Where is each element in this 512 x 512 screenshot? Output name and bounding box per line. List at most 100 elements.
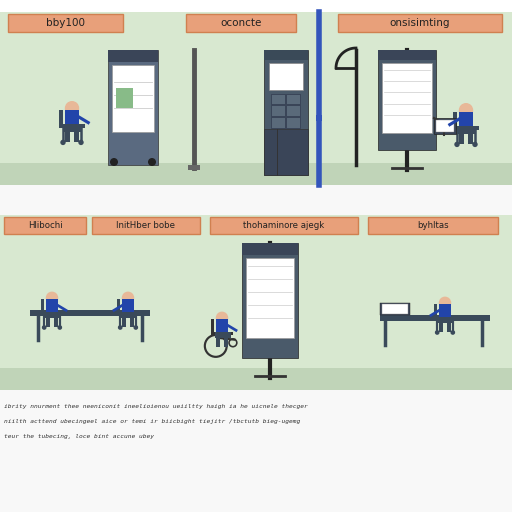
Circle shape	[110, 158, 118, 166]
Circle shape	[454, 142, 460, 147]
Bar	[287, 95, 301, 104]
Bar	[4, 217, 86, 234]
Bar	[459, 112, 473, 126]
Bar	[316, 115, 322, 121]
Bar	[112, 65, 154, 132]
Bar	[242, 243, 298, 254]
Bar	[117, 312, 139, 315]
Circle shape	[216, 312, 228, 324]
Bar	[246, 258, 294, 338]
Bar	[458, 126, 476, 134]
Bar	[264, 129, 308, 175]
Text: onsisimting: onsisimting	[390, 18, 450, 28]
Bar	[92, 217, 200, 234]
Bar	[0, 215, 512, 390]
Bar	[65, 110, 79, 124]
Bar	[436, 120, 454, 132]
Bar	[224, 338, 228, 348]
Bar	[0, 390, 512, 512]
Text: byhltas: byhltas	[417, 221, 449, 230]
Bar	[271, 106, 285, 116]
Bar	[382, 304, 408, 314]
Circle shape	[118, 325, 122, 330]
Circle shape	[134, 325, 138, 330]
Circle shape	[60, 140, 66, 145]
Bar	[186, 14, 296, 32]
Bar	[439, 305, 451, 317]
Bar	[130, 318, 134, 328]
Bar	[41, 300, 44, 315]
Bar	[41, 312, 63, 315]
Bar	[459, 134, 464, 144]
Bar	[108, 50, 158, 165]
Bar	[438, 317, 454, 323]
Bar	[121, 312, 137, 318]
Bar	[211, 319, 214, 335]
Bar	[30, 310, 150, 316]
Bar	[269, 62, 303, 90]
Circle shape	[472, 142, 478, 147]
Bar	[211, 332, 233, 335]
Bar	[287, 118, 301, 128]
Bar	[368, 217, 498, 234]
Bar	[46, 318, 51, 328]
Text: teur the tubecing, loce bint accune ubey: teur the tubecing, loce bint accune ubey	[4, 434, 154, 439]
Bar	[45, 312, 60, 318]
Text: Hlibochi: Hlibochi	[28, 221, 62, 230]
Text: niilth acttend ubecingeel aice or temi ir biicbight tiejitr /tbctutb bieg-ugemg: niilth acttend ubecingeel aice or temi i…	[4, 419, 300, 424]
Bar	[65, 132, 70, 142]
Bar	[468, 134, 473, 144]
Bar	[215, 332, 230, 338]
Bar	[242, 243, 298, 358]
Circle shape	[42, 325, 47, 330]
Bar	[0, 368, 512, 390]
Bar	[338, 14, 502, 32]
Circle shape	[439, 296, 451, 309]
Bar	[0, 185, 512, 215]
Bar	[0, 163, 512, 185]
Text: bby100: bby100	[46, 18, 85, 28]
Bar	[54, 318, 58, 328]
Text: oconcte: oconcte	[220, 18, 262, 28]
Bar	[74, 132, 79, 142]
Text: ibrity nnurment thee neeniconit ineelioienou ueiiltty haigh ia he uicnele thecge: ibrity nnurment thee neeniconit ineelioi…	[4, 404, 308, 409]
Bar	[216, 319, 228, 332]
Bar	[188, 165, 200, 170]
Circle shape	[46, 292, 58, 304]
Bar	[454, 112, 457, 130]
Bar	[122, 318, 126, 328]
Circle shape	[65, 101, 79, 115]
Bar	[264, 50, 308, 175]
Circle shape	[57, 325, 62, 330]
Bar	[434, 118, 456, 134]
Bar	[439, 323, 443, 332]
Bar	[271, 95, 285, 104]
Bar	[378, 50, 436, 60]
Bar	[210, 217, 358, 234]
Bar	[8, 14, 123, 32]
Bar	[264, 50, 308, 60]
Bar	[116, 88, 133, 109]
Circle shape	[122, 292, 134, 304]
Bar	[46, 300, 58, 312]
Bar	[271, 94, 302, 129]
Text: thohaminore ajegk: thohaminore ajegk	[243, 221, 325, 230]
Circle shape	[451, 330, 455, 335]
Circle shape	[459, 103, 473, 117]
Circle shape	[78, 140, 83, 145]
Bar	[59, 110, 63, 128]
Bar	[122, 300, 134, 312]
Bar	[108, 50, 158, 61]
Bar	[454, 126, 479, 130]
Text: InitHber bobe: InitHber bobe	[117, 221, 176, 230]
Bar	[59, 124, 84, 128]
Bar	[64, 124, 82, 132]
Bar	[382, 63, 432, 133]
Bar	[287, 106, 301, 116]
Bar	[271, 118, 285, 128]
Bar	[380, 315, 490, 321]
Circle shape	[435, 330, 439, 335]
Bar	[216, 338, 221, 348]
Bar	[446, 323, 451, 332]
Bar	[378, 50, 436, 150]
